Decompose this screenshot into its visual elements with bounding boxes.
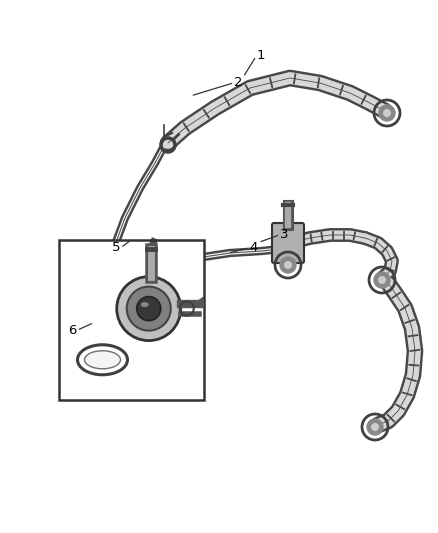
Circle shape: [383, 109, 391, 117]
Circle shape: [280, 257, 296, 273]
Text: 3: 3: [280, 228, 289, 241]
FancyBboxPatch shape: [272, 223, 304, 263]
Circle shape: [378, 276, 386, 284]
Circle shape: [374, 272, 390, 288]
Bar: [59, 240, 204, 400]
Circle shape: [284, 261, 292, 269]
Text: 5: 5: [112, 241, 120, 254]
Circle shape: [367, 419, 383, 435]
Text: 6: 6: [68, 324, 77, 337]
Circle shape: [127, 287, 171, 330]
Ellipse shape: [85, 351, 120, 369]
Circle shape: [94, 341, 102, 349]
Bar: [59, 240, 204, 400]
Circle shape: [371, 423, 379, 431]
Text: 4: 4: [250, 241, 258, 254]
Circle shape: [379, 105, 395, 121]
Circle shape: [137, 296, 161, 321]
Circle shape: [90, 337, 106, 353]
Text: 2: 2: [234, 76, 243, 89]
Circle shape: [117, 277, 181, 341]
Text: 1: 1: [256, 50, 265, 62]
Ellipse shape: [141, 302, 149, 307]
